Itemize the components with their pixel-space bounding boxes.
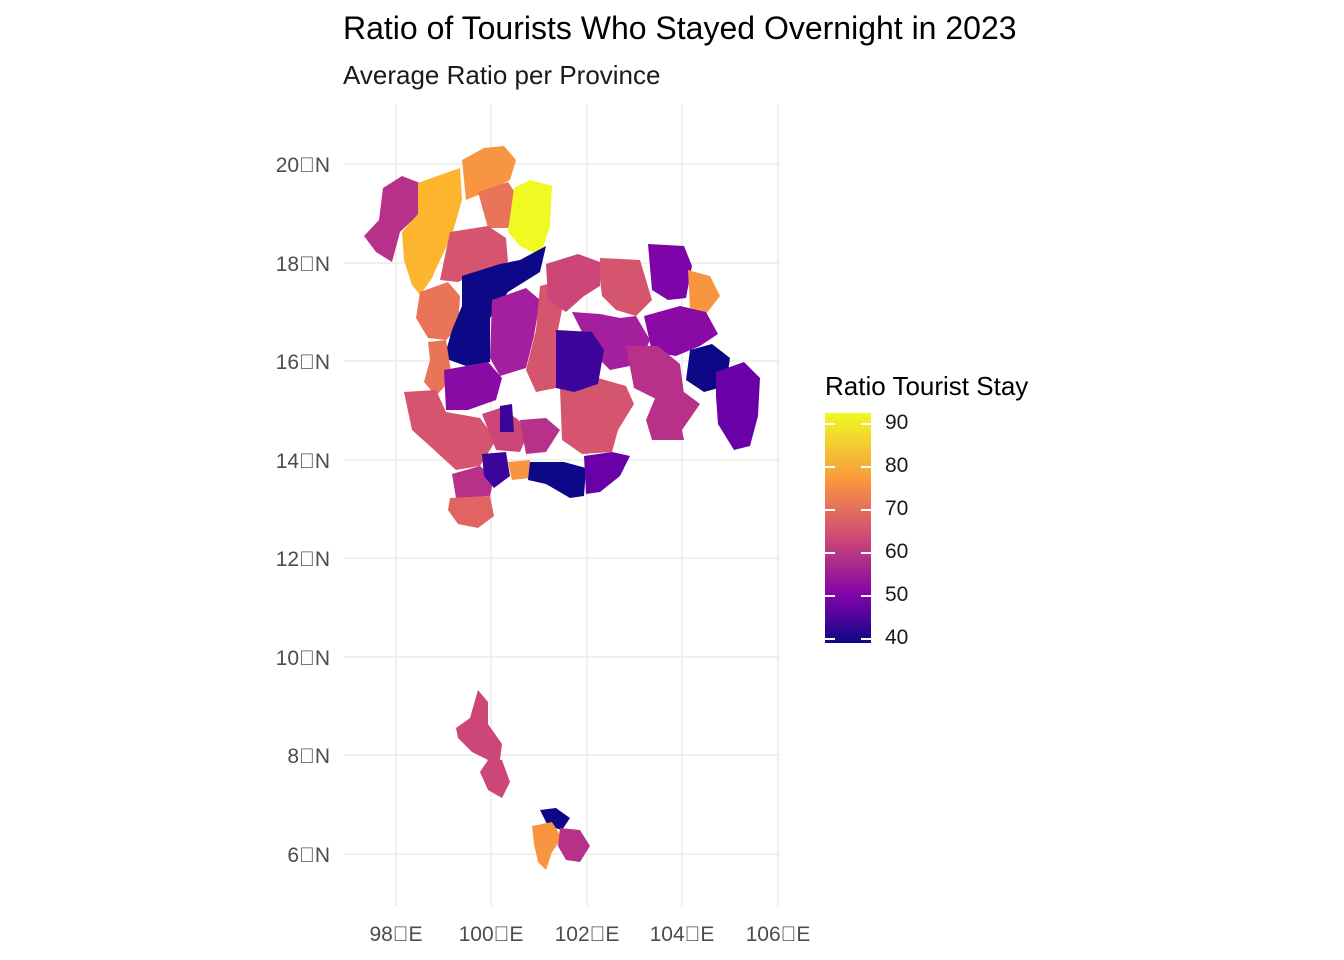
province-region <box>416 282 460 340</box>
province-region <box>520 418 560 454</box>
y-tick-label: 6 N <box>287 844 330 867</box>
province-region <box>508 460 530 480</box>
province-region <box>558 828 590 862</box>
legend-tick <box>825 423 835 425</box>
legend-tick <box>861 552 871 554</box>
province-region <box>456 690 502 760</box>
y-tick-label: 8 N <box>287 745 330 768</box>
province-region <box>364 176 420 262</box>
province-region <box>500 404 514 432</box>
province-region <box>644 306 718 356</box>
province-regions <box>364 146 760 528</box>
province-region <box>688 270 720 314</box>
legend-label: 80 <box>885 454 909 477</box>
legend-tick <box>825 466 835 468</box>
province-region <box>444 362 502 410</box>
southern-provinces <box>456 690 590 870</box>
legend-tick <box>825 552 835 554</box>
map-title: Ratio of Tourists Who Stayed Overnight i… <box>343 10 1017 46</box>
map-subtitle: Average Ratio per Province <box>343 60 661 90</box>
legend-tick <box>861 509 871 511</box>
legend-title: Ratio Tourist Stay <box>825 371 1029 401</box>
x-tick-label: 102 E <box>555 923 620 946</box>
legend-label: 50 <box>885 583 909 606</box>
legend-label: 90 <box>885 411 909 434</box>
province-region <box>402 168 462 295</box>
province-region <box>626 346 684 400</box>
legend-tick <box>861 595 871 597</box>
province-region <box>508 180 552 256</box>
province-region <box>600 258 652 316</box>
province-region <box>556 330 604 392</box>
province-region <box>462 146 516 200</box>
legend-colorbar <box>825 413 871 643</box>
province-region <box>478 182 520 228</box>
province-region <box>560 378 634 454</box>
y-tick-label: 20 N <box>276 154 330 177</box>
province-region <box>716 362 760 450</box>
x-tick-label: 104 E <box>650 923 715 946</box>
legend-label: 60 <box>885 540 909 563</box>
legend-tick <box>825 509 835 511</box>
legend-label: 40 <box>885 626 909 649</box>
province-region <box>546 254 600 312</box>
legend-tick <box>825 638 835 640</box>
gridlines <box>344 104 780 906</box>
legend-tick <box>825 595 835 597</box>
y-tick-label: 18 N <box>276 253 330 276</box>
y-tick-label: 10 N <box>276 647 330 670</box>
province-region <box>448 496 494 528</box>
legend-label: 70 <box>885 497 909 520</box>
province-region <box>532 822 562 870</box>
x-tick-label: 100 E <box>459 923 524 946</box>
province-region <box>452 466 494 498</box>
y-tick-label: 16 N <box>276 351 330 374</box>
legend-tick <box>861 423 871 425</box>
province-region <box>584 452 630 494</box>
y-axis-labels: 20 N 18 N 16 N 14 N 12 N 10 N 8 N 6 N <box>276 154 330 867</box>
province-region <box>646 392 700 440</box>
legend-tick <box>861 466 871 468</box>
province-region <box>528 462 586 498</box>
x-axis-labels: 98 E 100 E 102 E 104 E 106 E <box>369 923 810 946</box>
province-region <box>490 288 540 376</box>
province-region <box>404 390 496 470</box>
legend-tick <box>861 638 871 640</box>
y-tick-label: 12 N <box>276 548 330 571</box>
province-region <box>480 760 510 798</box>
province-region <box>482 452 510 488</box>
x-tick-label: 106 E <box>746 923 811 946</box>
x-tick-label: 98 E <box>369 923 422 946</box>
y-tick-label: 14 N <box>276 450 330 473</box>
province-region <box>648 244 692 300</box>
